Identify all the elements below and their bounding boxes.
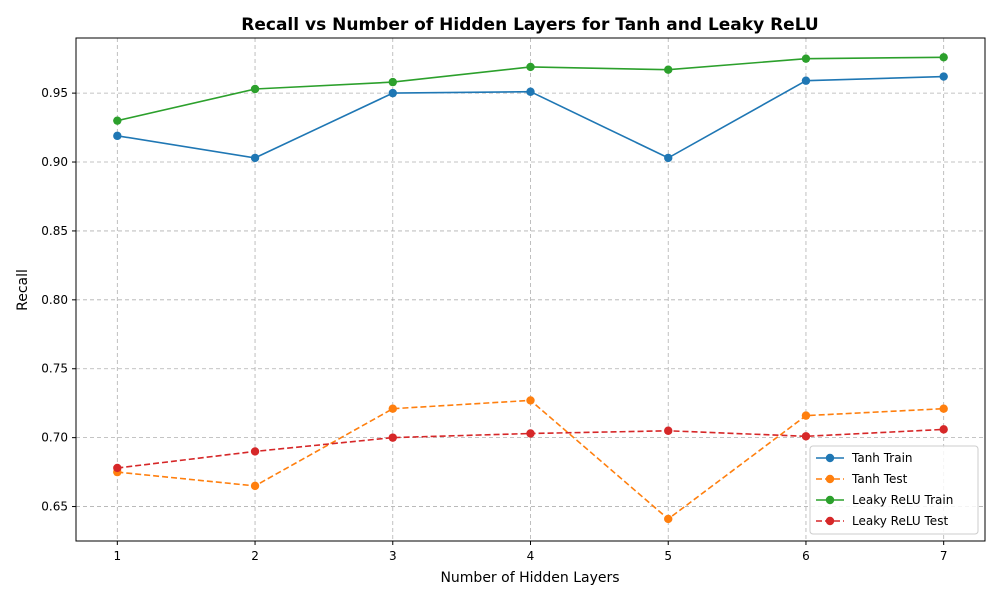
data-point-tanh-train [388,88,397,98]
legend-marker [825,516,835,526]
y-tick-label: 0.95 [41,86,68,100]
data-point-tanh-train [939,72,948,81]
data-point-leaky-relu-train [664,65,673,74]
data-point-tanh-test [939,404,948,413]
legend-label: Leaky ReLU Train [852,493,953,507]
y-tick-label: 0.80 [41,293,68,307]
data-point-leaky-relu-test [939,425,948,434]
data-point-tanh-train [801,76,811,85]
series-lines [113,53,948,524]
x-tick-label: 4 [527,549,535,563]
y-axis-label: Recall [15,269,31,311]
legend-label: Tanh Test [851,472,908,486]
data-point-tanh-train [250,153,260,163]
legend-label: Leaky ReLU Test [852,514,948,528]
data-point-tanh-train [113,131,122,141]
y-tick-label: 0.75 [41,362,68,376]
data-point-tanh-train [526,87,535,96]
data-point-leaky-relu-test [801,432,811,441]
data-point-tanh-test [526,396,535,405]
y-tick-label: 0.70 [41,431,68,445]
legend-marker [825,453,835,463]
legend-box [809,445,979,535]
data-point-leaky-relu-test [250,447,260,456]
x-tick-label: 1 [113,549,121,563]
legend-marker [825,474,835,484]
data-point-leaky-relu-train [113,116,122,125]
data-point-leaky-relu-test [664,426,673,435]
legend: Tanh Train Tanh Test Leaky ReLU Train Leaky… [809,445,979,535]
data-point-tanh-test [250,481,260,491]
data-point-tanh-test [801,411,811,420]
y-tick-label: 0.85 [41,224,68,238]
y-tick-label: 0.65 [41,500,68,514]
legend-label: Tanh Train [851,451,913,465]
data-point-leaky-relu-train [388,77,397,87]
x-tick-label: 2 [251,549,259,563]
x-tick-label: 3 [389,549,397,563]
chart-title: Recall vs Number of Hidden Layers for Ta… [241,15,819,35]
x-tick-label: 5 [664,549,672,563]
x-axis-label: Number of Hidden Layers [440,570,619,586]
x-axis: 1 2 3 4 5 6 7 [113,541,948,563]
data-point-tanh-test [664,514,673,524]
data-point-leaky-relu-test [388,433,397,442]
data-point-leaky-relu-train [939,53,948,62]
y-tick-label: 0.90 [41,155,68,169]
data-point-leaky-relu-test [113,463,122,473]
data-point-tanh-test [388,404,397,413]
x-tick-label: 7 [940,549,948,563]
data-point-leaky-relu-train [801,54,811,63]
legend-marker [825,495,835,505]
data-point-tanh-train [664,153,673,163]
data-point-leaky-relu-train [250,84,260,94]
y-axis: 0.65 0.70 0.75 0.80 0.85 0.90 0.95 [41,86,76,514]
x-tick-label: 6 [802,549,810,563]
data-point-leaky-relu-train [526,62,535,72]
data-point-leaky-relu-test [526,429,535,438]
